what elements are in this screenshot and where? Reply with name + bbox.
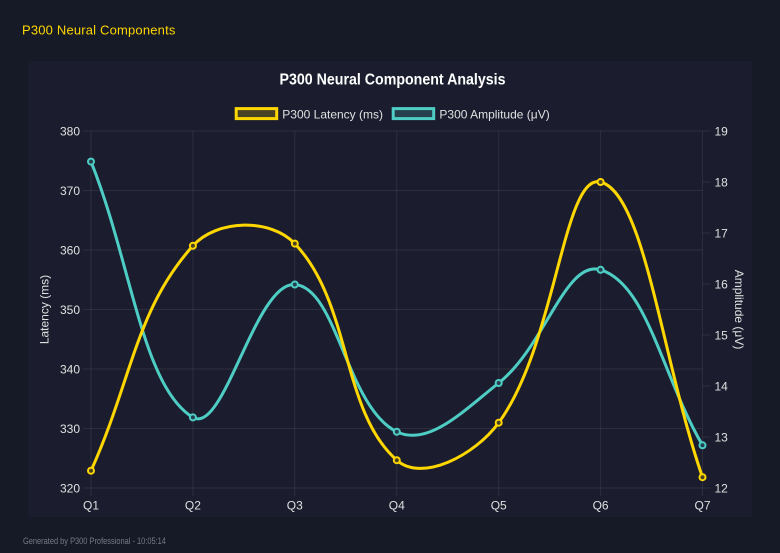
svg-text:Generated by P300 Professional: Generated by P300 Professional - 10:05:1… [23, 536, 166, 546]
svg-text:320: 320 [60, 481, 80, 495]
svg-text:360: 360 [60, 243, 80, 257]
svg-text:Q7: Q7 [694, 499, 710, 513]
svg-text:16: 16 [715, 277, 729, 291]
svg-text:19: 19 [715, 124, 729, 138]
svg-text:Q1: Q1 [83, 499, 99, 513]
svg-text:15: 15 [715, 328, 729, 342]
svg-text:P300 Neural Components: P300 Neural Components [22, 23, 176, 38]
svg-text:13: 13 [715, 430, 729, 444]
svg-text:P300 Neural Component Analysis: P300 Neural Component Analysis [280, 71, 506, 89]
svg-text:18: 18 [715, 175, 729, 189]
svg-text:14: 14 [715, 379, 729, 393]
svg-text:Latency (ms): Latency (ms) [38, 275, 52, 344]
svg-text:380: 380 [60, 124, 80, 138]
svg-text:Amplitude (μV): Amplitude (μV) [732, 270, 746, 350]
svg-text:370: 370 [60, 184, 80, 198]
svg-text:P300 Latency (ms): P300 Latency (ms) [282, 107, 383, 121]
svg-text:Q3: Q3 [287, 499, 303, 513]
svg-text:P300 Amplitude (μV): P300 Amplitude (μV) [439, 107, 549, 121]
svg-text:Q2: Q2 [185, 499, 201, 513]
svg-text:340: 340 [60, 362, 80, 376]
svg-text:Q4: Q4 [389, 499, 405, 513]
svg-text:Q5: Q5 [491, 499, 507, 513]
svg-text:Q6: Q6 [593, 499, 609, 513]
svg-text:17: 17 [715, 226, 729, 240]
svg-text:12: 12 [715, 481, 729, 495]
svg-text:350: 350 [60, 303, 80, 317]
svg-text:330: 330 [60, 422, 80, 436]
